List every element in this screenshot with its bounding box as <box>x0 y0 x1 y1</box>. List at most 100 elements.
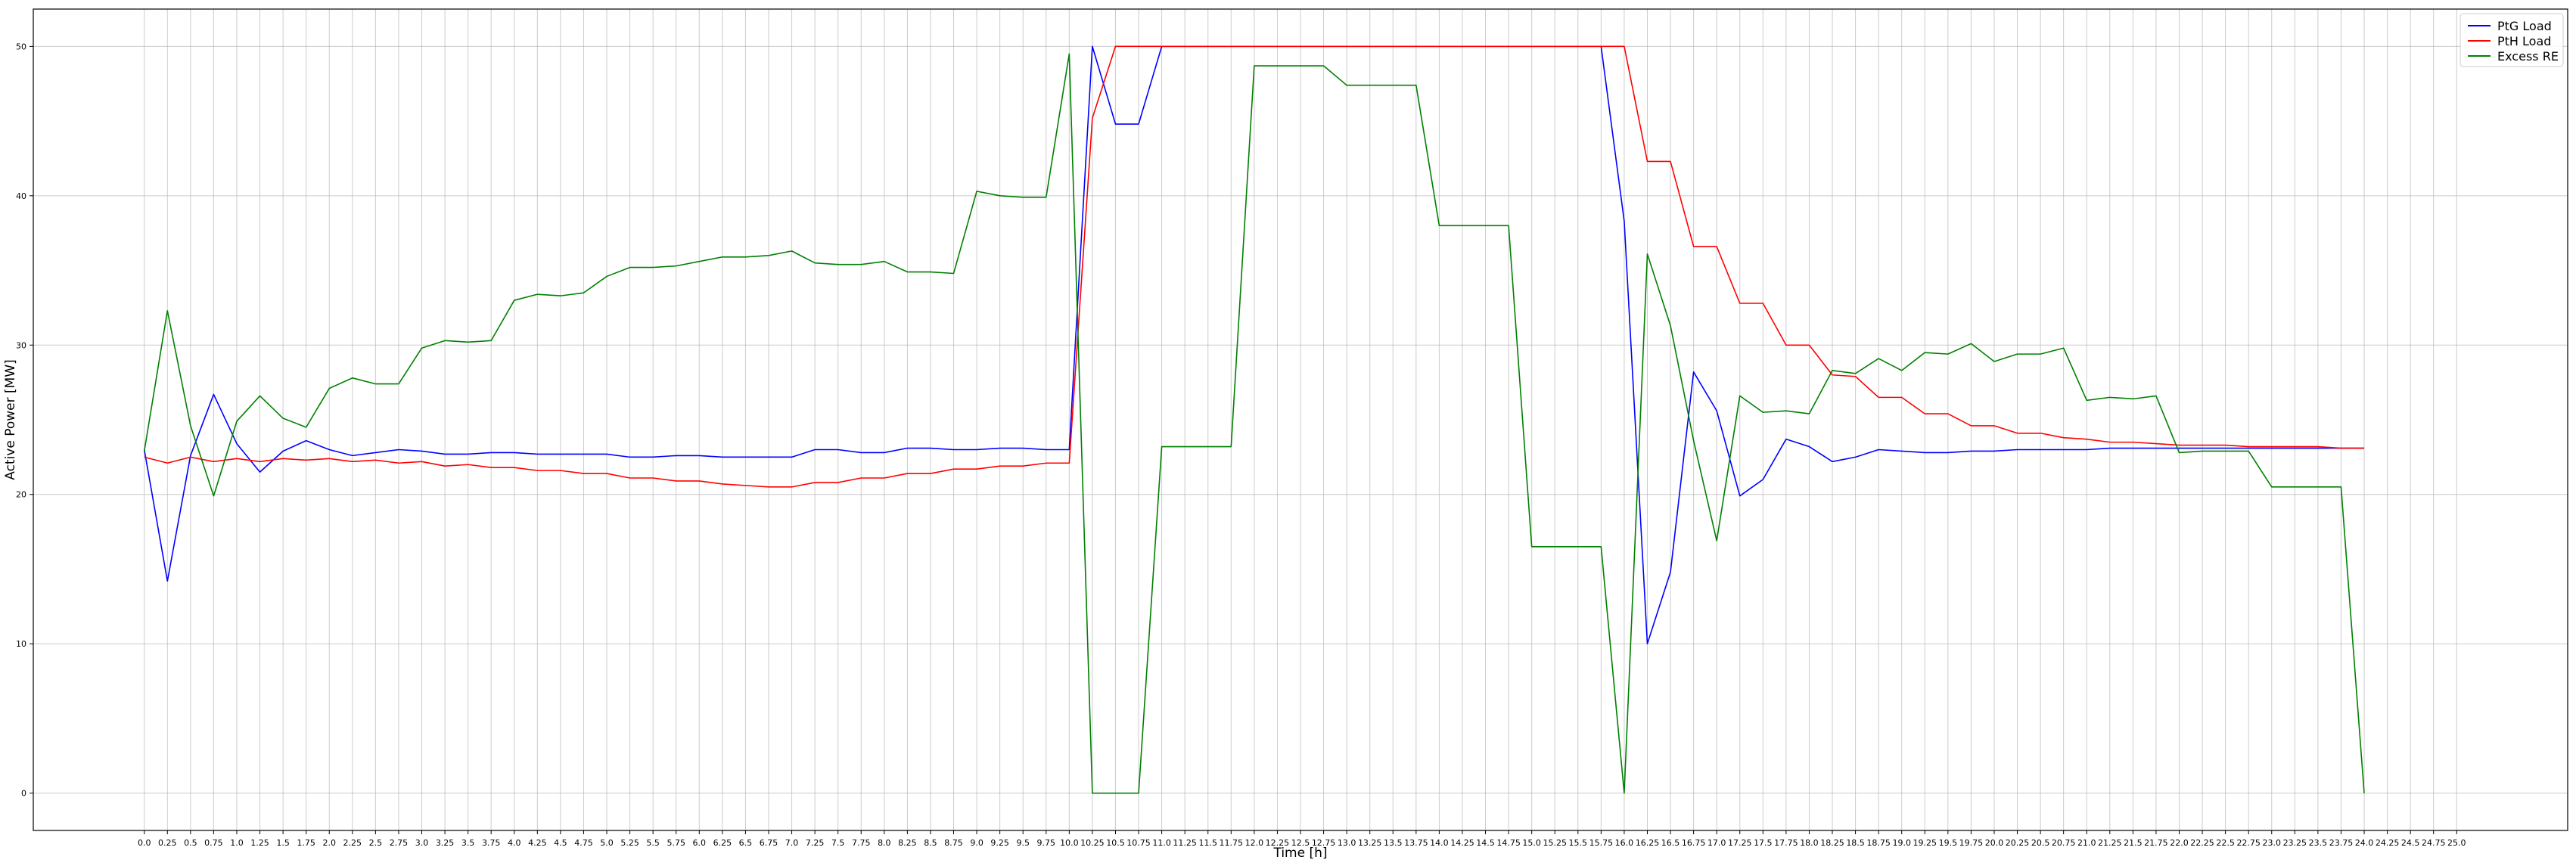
x-tick-label: 5.25 <box>620 838 639 848</box>
x-tick-label: 3.25 <box>436 838 455 848</box>
x-tick-label: 20.0 <box>1985 838 2004 848</box>
x-axis-ticks: 0.0 0.25 0.5 0.75 1.0 1.25 1.5 1.75 2.0 2.25 2.5 2.… <box>138 830 2466 848</box>
x-tick-label: 23.5 <box>2309 838 2328 848</box>
x-tick-label: 21.0 <box>2077 838 2096 848</box>
y-tick-label: 40 <box>16 191 26 201</box>
series-line-excess-re <box>143 53 2365 794</box>
x-tick-label: 5.75 <box>667 838 685 848</box>
x-tick-label: 11.25 <box>1173 838 1197 848</box>
x-tick-label: 16.5 <box>1661 838 1680 848</box>
x-tick-label: 14.25 <box>1450 838 1474 848</box>
x-tick-label: 11.0 <box>1152 838 1171 848</box>
x-tick-label: 0.75 <box>204 838 223 848</box>
x-tick-label: 23.75 <box>2329 838 2354 848</box>
x-tick-label: 16.25 <box>1636 838 1660 848</box>
y-axis-label: Active Power [MW] <box>3 359 18 480</box>
x-tick-label: 10.25 <box>1080 838 1105 848</box>
x-tick-label: 20.25 <box>2006 838 2030 848</box>
y-axis-ticks: 0 10 20 30 40 50 <box>16 42 33 799</box>
x-tick-label: 14.0 <box>1430 838 1449 848</box>
x-tick-label: 25.0 <box>2447 838 2466 848</box>
x-tick-label: 15.25 <box>1543 838 1567 848</box>
x-tick-label: 16.0 <box>1615 838 1634 848</box>
legend-label-ptg-load: PtG Load <box>2497 19 2552 33</box>
x-tick-label: 21.25 <box>2098 838 2122 848</box>
x-tick-label: 3.0 <box>415 838 429 848</box>
x-tick-label: 20.5 <box>2031 838 2050 848</box>
x-tick-label: 12.5 <box>1291 838 1310 848</box>
x-tick-label: 9.75 <box>1037 838 1056 848</box>
x-tick-label: 24.75 <box>2422 838 2446 848</box>
y-tick-label: 10 <box>16 639 26 649</box>
series-lines <box>143 45 2365 794</box>
x-tick-label: 2.5 <box>369 838 383 848</box>
y-tick-label: 30 <box>16 340 26 350</box>
x-tick-label: 2.75 <box>390 838 409 848</box>
x-tick-label: 0.25 <box>158 838 177 848</box>
x-tick-label: 2.25 <box>343 838 362 848</box>
x-tick-label: 5.0 <box>600 838 614 848</box>
legend-label-pth-load: PtH Load <box>2497 34 2551 48</box>
x-tick-label: 21.75 <box>2144 838 2168 848</box>
x-tick-label: 6.5 <box>739 838 753 848</box>
x-tick-label: 17.5 <box>1754 838 1773 848</box>
x-tick-label: 13.25 <box>1358 838 1382 848</box>
x-tick-label: 2.0 <box>322 838 336 848</box>
x-tick-label: 4.5 <box>554 838 567 848</box>
x-tick-label: 4.25 <box>528 838 547 848</box>
x-tick-label: 17.25 <box>1728 838 1752 848</box>
x-tick-label: 19.5 <box>1939 838 1958 848</box>
x-tick-label: 6.0 <box>693 838 707 848</box>
x-tick-label: 12.25 <box>1266 838 1290 848</box>
x-tick-label: 24.0 <box>2355 838 2374 848</box>
x-axis-label: Time [h] <box>1272 846 1327 861</box>
x-tick-label: 22.0 <box>2170 838 2189 848</box>
x-tick-label: 13.0 <box>1338 838 1356 848</box>
grid-lines <box>33 9 2568 830</box>
x-tick-label: 3.75 <box>482 838 501 848</box>
x-tick-label: 11.5 <box>1198 838 1217 848</box>
x-tick-label: 1.5 <box>276 838 290 848</box>
x-tick-label: 19.75 <box>1959 838 1984 848</box>
x-tick-label: 4.0 <box>508 838 521 848</box>
x-tick-label: 19.0 <box>1892 838 1911 848</box>
x-tick-label: 1.0 <box>230 838 244 848</box>
x-tick-label: 4.75 <box>574 838 593 848</box>
x-tick-label: 16.75 <box>1682 838 1706 848</box>
series-line-pth-load <box>144 45 2365 488</box>
x-tick-label: 15.5 <box>1569 838 1588 848</box>
x-tick-label: 5.5 <box>646 838 660 848</box>
x-tick-label: 9.5 <box>1016 838 1030 848</box>
x-tick-label: 8.5 <box>924 838 937 848</box>
x-tick-label: 12.75 <box>1312 838 1336 848</box>
x-tick-label: 18.0 <box>1800 838 1819 848</box>
x-tick-label: 17.0 <box>1707 838 1726 848</box>
x-tick-label: 3.5 <box>461 838 475 848</box>
x-tick-label: 7.5 <box>831 838 845 848</box>
x-tick-label: 13.5 <box>1384 838 1403 848</box>
x-tick-label: 19.25 <box>1913 838 1937 848</box>
y-tick-label: 20 <box>16 490 26 500</box>
x-tick-label: 15.75 <box>1589 838 1614 848</box>
x-tick-label: 23.0 <box>2263 838 2282 848</box>
x-tick-label: 10.5 <box>1106 838 1125 848</box>
x-tick-label: 17.75 <box>1774 838 1798 848</box>
x-tick-label: 21.5 <box>2124 838 2143 848</box>
x-tick-label: 24.5 <box>2401 838 2420 848</box>
x-tick-label: 8.0 <box>878 838 891 848</box>
x-tick-label: 14.75 <box>1496 838 1521 848</box>
x-tick-label: 0.0 <box>138 838 151 848</box>
x-tick-label: 18.75 <box>1866 838 1891 848</box>
x-tick-label: 18.25 <box>1820 838 1844 848</box>
x-tick-label: 12.0 <box>1245 838 1264 848</box>
x-tick-label: 9.0 <box>970 838 983 848</box>
x-tick-label: 0.5 <box>184 838 197 848</box>
x-tick-label: 15.0 <box>1522 838 1541 848</box>
x-tick-label: 18.5 <box>1846 838 1865 848</box>
y-tick-label: 50 <box>16 42 26 51</box>
x-tick-label: 11.75 <box>1220 838 1244 848</box>
legend-label-excess-re: Excess RE <box>2497 49 2559 64</box>
x-tick-label: 6.75 <box>760 838 778 848</box>
